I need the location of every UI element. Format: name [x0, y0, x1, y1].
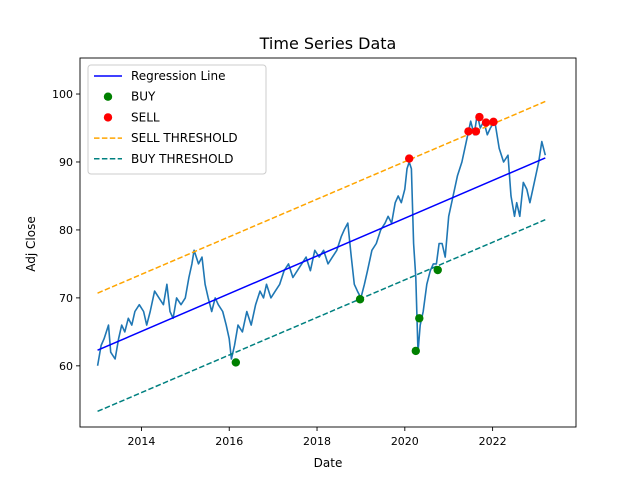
sell-marker: [405, 154, 414, 163]
legend-label: SELL: [131, 110, 160, 124]
legend-buy-threshold: BUY THRESHOLD: [94, 152, 233, 166]
legend-marker: [103, 92, 113, 101]
series-line-adj-close: [96, 113, 547, 366]
x-tick-label: 2016: [215, 435, 243, 448]
plot-area: [96, 100, 547, 413]
sell-marker: [489, 117, 498, 127]
axes-frame: [79, 57, 577, 428]
buy-marker: [433, 265, 442, 275]
legend: Regression Line BUY SELL SELL THRESHOLD BUY …: [87, 64, 267, 175]
sell-marker: [464, 127, 473, 136]
sell-marker: [471, 127, 481, 136]
buy-marker: [231, 358, 241, 367]
y-tick-label: 80: [59, 224, 73, 237]
x-tick-label: 2014: [127, 435, 155, 448]
y-tick-label: 70: [59, 292, 73, 305]
legend-regression: Regression Line: [94, 69, 225, 83]
y-tick-label: 90: [59, 156, 73, 169]
buy-threshold-line: [97, 219, 546, 413]
y-axis-label: Adj Close: [24, 216, 38, 271]
x-tick-label: 2018: [303, 435, 331, 448]
x-tick-label: 2022: [479, 435, 507, 448]
y-tick-label: 60: [59, 360, 73, 373]
legend-buy: BUY: [103, 90, 156, 104]
sell-marker: [481, 118, 491, 127]
regression-line: [97, 157, 546, 351]
legend-sell-threshold: SELL THRESHOLD: [94, 131, 238, 145]
legend-label: SELL THRESHOLD: [131, 131, 238, 145]
legend-label: BUY THRESHOLD: [131, 152, 233, 166]
buy-marker: [415, 314, 424, 323]
axes: 2014 2016 2018 2020 2022 60 70 80 90 100: [52, 57, 577, 448]
sell-marker: [475, 112, 484, 122]
buy-marker: [355, 295, 365, 304]
chart-title: Time Series Data: [259, 34, 397, 53]
buy-marker: [411, 346, 420, 356]
legend-sell: SELL: [103, 110, 160, 124]
legend-label: Regression Line: [131, 69, 225, 83]
legend-box: [87, 64, 267, 175]
plot-content: [96, 100, 547, 413]
y-tick-label: 100: [52, 88, 73, 101]
x-axis-label: Date: [314, 456, 343, 470]
x-tick-label: 2020: [391, 435, 419, 448]
legend-label: BUY: [131, 90, 156, 104]
legend-marker: [103, 113, 113, 122]
